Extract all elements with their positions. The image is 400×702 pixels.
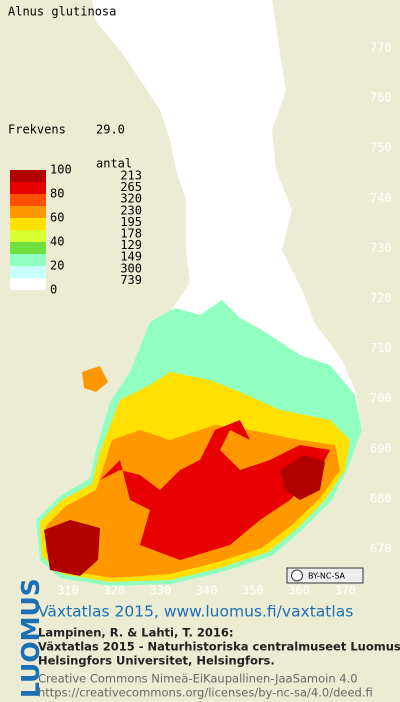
y-coordinate-label: 730 — [370, 241, 392, 255]
legend-count: 178 — [120, 227, 142, 241]
legend-swatch — [10, 182, 46, 194]
legend-count: 129 — [120, 238, 142, 252]
legend-scale-label: 0 — [50, 283, 57, 297]
y-coordinate-label: 740 — [370, 191, 392, 205]
logo: LUOMUS — [16, 578, 45, 698]
citation-line: Växtatlas 2015 - Naturhistoriska central… — [38, 640, 400, 654]
legend-swatch — [10, 170, 46, 182]
legend-swatch — [10, 218, 46, 230]
y-coordinate-label: 700 — [370, 391, 392, 405]
y-coordinate-label: 770 — [370, 41, 392, 55]
legend-count: 300 — [120, 261, 142, 275]
x-coordinate-label: 330 — [150, 584, 172, 598]
legend: 100 80 60 40 20 0 2132653202301951781291493007… — [10, 163, 142, 297]
license-line: Creative Commons Nimeä-EiKaupallinen-Jaa… — [38, 672, 358, 686]
x-coordinate-label: 320 — [103, 584, 125, 598]
cc-icon — [291, 569, 303, 582]
x-coordinate-label: 340 — [196, 584, 218, 598]
citation-line: Lampinen, R. & Lahti, T. 2016: — [38, 626, 233, 640]
zone-very-high — [100, 420, 330, 560]
legend-swatch — [10, 254, 46, 266]
x-coordinate-label: 350 — [242, 584, 264, 598]
zone-max — [280, 455, 325, 500]
legend-scale-label: 100 — [50, 163, 72, 177]
species-title: Alnus glutinosa — [8, 5, 116, 19]
legend-count: 195 — [120, 215, 142, 229]
legend-swatch — [10, 194, 46, 206]
frequency-label: Frekvens — [8, 123, 66, 137]
legend-scale-label: 60 — [50, 211, 64, 225]
zone-high — [82, 366, 108, 392]
legend-swatch — [10, 266, 46, 278]
footer: Lampinen, R. & Lahti, T. 2016:Växtatlas … — [38, 626, 400, 700]
legend-swatch — [10, 230, 46, 242]
y-coordinate-label: 750 — [370, 141, 392, 155]
legend-swatch — [10, 242, 46, 254]
badge-text: BY-NC-SA — [308, 572, 346, 581]
legend-scale-label: 40 — [50, 235, 64, 249]
y-coordinate-label: 710 — [370, 341, 392, 355]
legend-count: 739 — [120, 273, 142, 287]
citation-line: Helsingfors Universitet, Helsingfors. — [38, 654, 275, 668]
y-coordinate-label: 690 — [370, 441, 392, 455]
legend-count: 230 — [120, 203, 142, 217]
x-coordinate-label: 370 — [334, 584, 356, 598]
legend-swatch — [10, 206, 46, 218]
license-badge: BY-NC-SA — [286, 567, 364, 584]
license-line: https://creativecommons.org/licenses/by-… — [38, 686, 373, 700]
zone-max — [44, 520, 100, 576]
axes: 770 760 750 740 730 720 710 700 690 680 670 310 320 3… — [57, 41, 392, 598]
legend-swatch — [10, 278, 46, 290]
legend-count: 149 — [120, 250, 142, 264]
legend-count: 213 — [120, 169, 142, 183]
y-coordinate-label: 680 — [370, 491, 392, 505]
legend-scale-label: 20 — [50, 259, 64, 273]
y-coordinate-label: 720 — [370, 291, 392, 305]
frequency-value: 29.0 — [96, 123, 125, 137]
footer-title: Växtatlas 2015, www.luomus.fi/vaxtatlas — [38, 603, 353, 621]
legend-count: 320 — [120, 192, 142, 206]
y-coordinate-label: 760 — [370, 91, 392, 105]
x-coordinate-label: 360 — [288, 584, 310, 598]
x-coordinate-label: 310 — [57, 584, 79, 598]
y-coordinate-label: 670 — [370, 542, 392, 556]
legend-count: 265 — [120, 180, 142, 194]
badge-frame — [286, 567, 364, 584]
legend-scale-label: 80 — [50, 187, 64, 201]
count-title: antal — [96, 157, 132, 171]
